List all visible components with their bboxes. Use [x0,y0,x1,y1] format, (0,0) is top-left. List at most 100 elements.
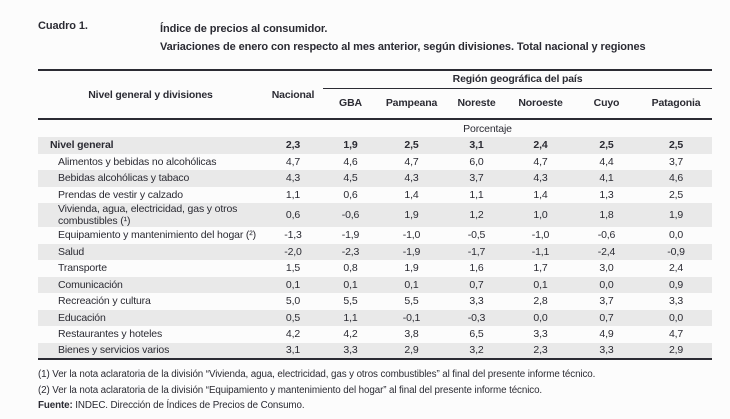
value-cell: 1,8 [599,209,614,221]
header-row-group: Nivel general y divisiones Nacional Regi… [38,70,713,120]
value-cell: 4,1 [599,172,614,185]
value-cell: 0,1 [343,278,358,291]
value-cell: -1,9 [402,245,421,258]
value-cell: 1,3 [599,188,614,201]
division-label: Restaurantes y hoteles [58,328,163,341]
value-cell: 1,5 [285,262,301,275]
table-row: Educación 0,5 1,1 -0,1 -0,3 0,0 0,7 0,0 [38,309,713,326]
value-cell: 2,5 [404,139,419,152]
value-cell: 3,1 [263,342,323,360]
column-header-divisions: Nivel general y divisiones [38,70,263,120]
value-cell: 4,2 [285,328,301,341]
value-cell: 2,3 [285,139,301,152]
value-cell: 3,3 [323,342,378,360]
value-cell: 4,7 [668,328,684,341]
value-cell: 6,0 [469,155,484,168]
value-cell: 0,7 [469,278,484,291]
value-cell: 0,0 [668,311,684,324]
value-cell: 0,0 [668,229,684,242]
value-cell: -1,7 [467,245,486,258]
title-line-2: Variaciones de enero con respecto al mes… [160,41,646,53]
column-header-cuyo: Cuyo [573,88,640,120]
value-cell: 1,0 [533,209,548,221]
value-cell: 1,6 [469,262,484,275]
value-cell: 3,3 [469,295,484,308]
title-block: Cuadro 1. Índice de precios al consumido… [38,20,712,56]
value-cell: -0,1 [402,311,421,324]
table-row: Restaurantes y hoteles 4,2 4,2 3,8 6,5 3,3 4,9… [38,326,712,343]
value-cell: 4,7 [404,155,419,168]
value-cell: 3,3 [573,342,640,360]
value-cell: 4,6 [343,155,358,168]
value-cell: -1,0 [402,229,421,242]
value-cell: -0,6 [597,229,616,242]
value-cell: 2,5 [668,139,684,152]
division-label: Bienes y servicios varios [38,342,263,360]
table-row: Nivel general 2,3 1,9 2,5 3,1 2,4 2,5 2,5 [38,137,713,154]
unit-spacer [38,119,263,137]
value-cell: 4,2 [343,328,358,341]
value-cell: 0,1 [533,278,548,291]
value-cell: 2,5 [599,139,614,152]
table-row: Transporte 1,5 0,8 1,9 1,6 1,7 3,0 2,4 [38,260,712,277]
value-cell: 0,1 [285,278,301,291]
unit-label: Porcentaje [463,122,512,135]
table-row: Bebidas alcohólicas y tabaco 4,3 4,5 4,3 3,7… [38,170,713,187]
table-title: Índice de precios al consumidor. Variaci… [160,20,646,56]
value-cell: -2,4 [597,245,616,258]
table-row: Equipamiento y mantenimiento del hogar (… [38,227,712,244]
value-cell: -1,0 [531,229,550,242]
value-cell: 3,8 [404,328,419,341]
footnotes: (1) Ver la nota aclaratoria de la divisi… [38,367,712,414]
footnote-1: (1) Ver la nota aclaratoria de la divisi… [38,369,596,380]
value-cell: 4,4 [599,155,614,168]
value-cell: 3,1 [469,139,484,152]
value-cell: 1,9 [668,209,684,221]
column-header-nacional: Nacional [263,70,323,120]
table-row: Salud -2,0 -2,3 -1,9 -1,7 -1,1 -2,4 -0,9 [38,243,713,260]
value-cell: 4,7 [285,155,301,168]
table-row: Comunicación 0,1 0,1 0,1 0,7 0,1 0,0 0,9 [38,276,713,293]
value-cell: -0,3 [467,311,486,324]
division-label: Educación [58,311,106,324]
division-label: Prendas de vestir y calzado [58,188,183,201]
source-line: Fuente: INDEC. Dirección de Índices de P… [38,398,712,414]
table-row: Alimentos y bebidas no alcohólicas 4,7 4,6… [38,154,712,171]
region-group-header: Región geográfica del país [323,70,713,89]
value-cell: 2,4 [533,139,548,152]
value-cell: 3,7 [469,172,484,185]
value-cell: 5,5 [343,295,358,308]
division-label: Equipamiento y mantenimiento del hogar (… [58,229,256,242]
value-cell: 4,3 [285,172,301,185]
division-label: Recreación y cultura [58,295,151,308]
column-header-gba: GBA [323,88,378,120]
table-row: Vivienda, agua, electricidad, gas y otro… [38,203,713,227]
value-cell: -0,9 [667,245,685,258]
value-cell: 4,7 [533,155,548,168]
value-cell: 1,9 [404,209,419,221]
value-cell: 1,4 [533,188,548,201]
value-cell: 4,9 [599,328,614,341]
value-cell: 6,5 [469,328,484,341]
division-label: Salud [58,245,85,258]
division-label: Vivienda, agua, electricidad, gas y otro… [58,203,238,227]
table-header: Nivel general y divisiones Nacional Regi… [38,70,713,137]
header-row-regions: GBA Pampeana Noreste Noroeste Cuyo Patag… [38,88,713,120]
division-label: Bebidas alcohólicas y tabaco [58,172,190,185]
value-cell: -1,9 [341,229,360,242]
value-cell: 0,6 [285,209,301,221]
column-header-noreste: Noreste [445,88,508,120]
source-label: Fuente: [38,400,73,411]
division-label: Transporte [58,262,107,275]
value-cell: 0,9 [668,278,684,291]
value-cell: 4,3 [404,172,419,185]
value-cell: -0,6 [341,209,360,221]
value-cell: 2,8 [533,295,548,308]
value-cell: 3,7 [599,295,614,308]
value-cell: 0,7 [599,311,614,324]
ipc-table: Nivel general y divisiones Nacional Regi… [38,69,713,360]
value-cell: 0,1 [404,278,419,291]
division-label: Nivel general [50,139,114,152]
value-cell: -2,3 [341,245,360,258]
table-number: Cuadro 1. [38,20,88,32]
